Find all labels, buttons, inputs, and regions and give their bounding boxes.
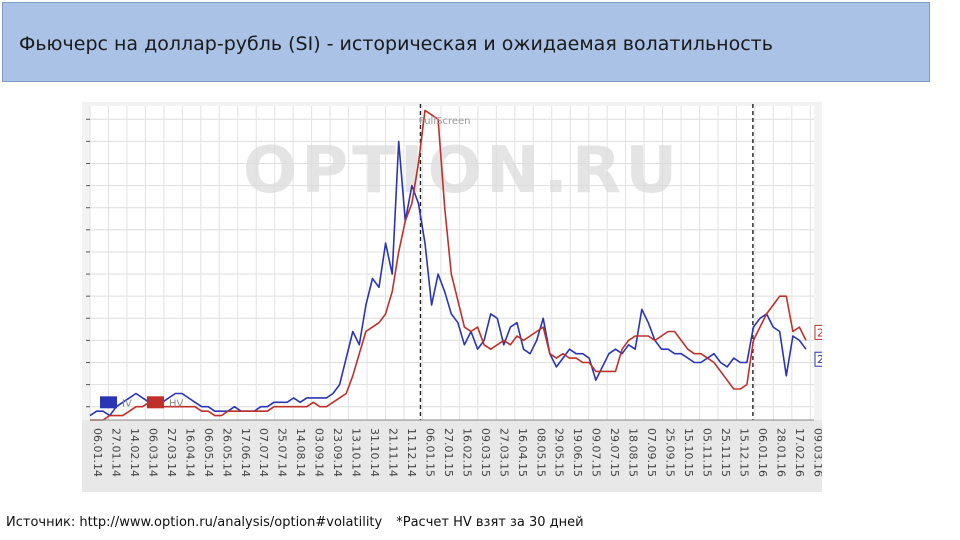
x-tick-label: 09.03.15 (479, 428, 492, 477)
hv-note: *Расчет HV взят за 30 дней (396, 515, 584, 530)
x-tick-label: 16.04.14 (183, 428, 196, 477)
x-tick-label: 25.07.14 (276, 428, 289, 477)
legend-label-hv: HV (169, 398, 184, 409)
x-tick-label: 13.10.14 (350, 428, 363, 477)
x-tick-label: 14.02.14 (128, 428, 141, 477)
legend-swatch-iv (100, 396, 117, 409)
x-tick-label: 27.03.15 (497, 428, 510, 477)
plot-area (90, 106, 814, 420)
watermark-text: OPTION.RU (243, 134, 681, 208)
x-tick-label: 18.08.15 (627, 428, 640, 477)
x-tick-label: 09.03.16 (811, 428, 822, 477)
x-axis-band (82, 420, 822, 492)
x-tick-label: 31.10.14 (368, 428, 381, 477)
x-tick-label: 06.01.14 (91, 428, 104, 477)
series-line-hv (90, 109, 807, 421)
volatility-chart-svg: OPTION.RU 75%70%65%60%55%50%45%40%35%30%… (52, 102, 848, 492)
x-tick-label: 27.01.14 (109, 428, 122, 477)
x-tick-label: 14.08.14 (294, 428, 307, 477)
legend-swatch-hv (147, 396, 164, 409)
x-tick-label: 07.09.15 (645, 428, 658, 477)
legend-label-iv: IV (122, 398, 132, 409)
x-tick-label: 03.09.14 (313, 428, 326, 477)
x-tick-label: 06.01.15 (423, 428, 436, 477)
x-tick-label: 08.05.15 (534, 428, 547, 477)
volatility-chart: OPTION.RU 75%70%65%60%55%50%45%40%35%30%… (52, 102, 848, 492)
x-tick-label: 28.01.16 (774, 428, 787, 477)
x-tick-label: 17.06.14 (239, 428, 252, 477)
x-tick-label: 15.12.15 (737, 428, 750, 477)
x-tick-label: 27.01.15 (442, 428, 455, 477)
x-tick-label: 29.07.15 (608, 428, 621, 477)
x-tick-label: 29.05.15 (553, 428, 566, 477)
x-tick-label: 17.02.16 (793, 428, 806, 477)
x-tick-label: 07.07.14 (257, 428, 270, 477)
x-tick-label: 16.04.15 (516, 428, 529, 477)
source-line: Источник: http://www.option.ru/analysis/… (6, 515, 584, 530)
x-tick-label: 05.11.15 (700, 428, 713, 477)
x-tick-label: 26.05.14 (220, 428, 233, 477)
last-value-label-iv: 23% (817, 353, 822, 366)
title-bar: Фьючерс на доллар-рубль (SI) - историчес… (2, 2, 930, 82)
x-tick-label: 23.09.14 (331, 428, 344, 477)
fullscreen-link[interactable]: FullScreen (419, 116, 470, 127)
x-tick-label: 06.03.14 (146, 428, 159, 477)
x-tick-label: 06.05.14 (202, 428, 215, 477)
series-line-iv (89, 140, 807, 417)
x-tick-label: 09.07.15 (590, 428, 603, 477)
x-tick-label: 27.03.14 (165, 428, 178, 477)
last-value-label-hv: 25% (817, 326, 822, 339)
source-link[interactable]: Источник: http://www.option.ru/analysis/… (6, 515, 383, 530)
x-tick-label: 25.11.15 (719, 428, 732, 477)
slide-title: Фьючерс на доллар-рубль (SI) - историчес… (19, 33, 773, 55)
x-tick-label: 25.09.15 (664, 428, 677, 477)
x-tick-label: 06.01.16 (756, 428, 769, 477)
x-tick-label: 19.06.15 (571, 428, 584, 477)
x-tick-label: 16.02.15 (460, 428, 473, 477)
x-tick-label: 11.12.14 (405, 428, 418, 477)
x-tick-label: 15.10.15 (682, 428, 695, 477)
x-tick-label: 21.11.14 (387, 428, 400, 477)
